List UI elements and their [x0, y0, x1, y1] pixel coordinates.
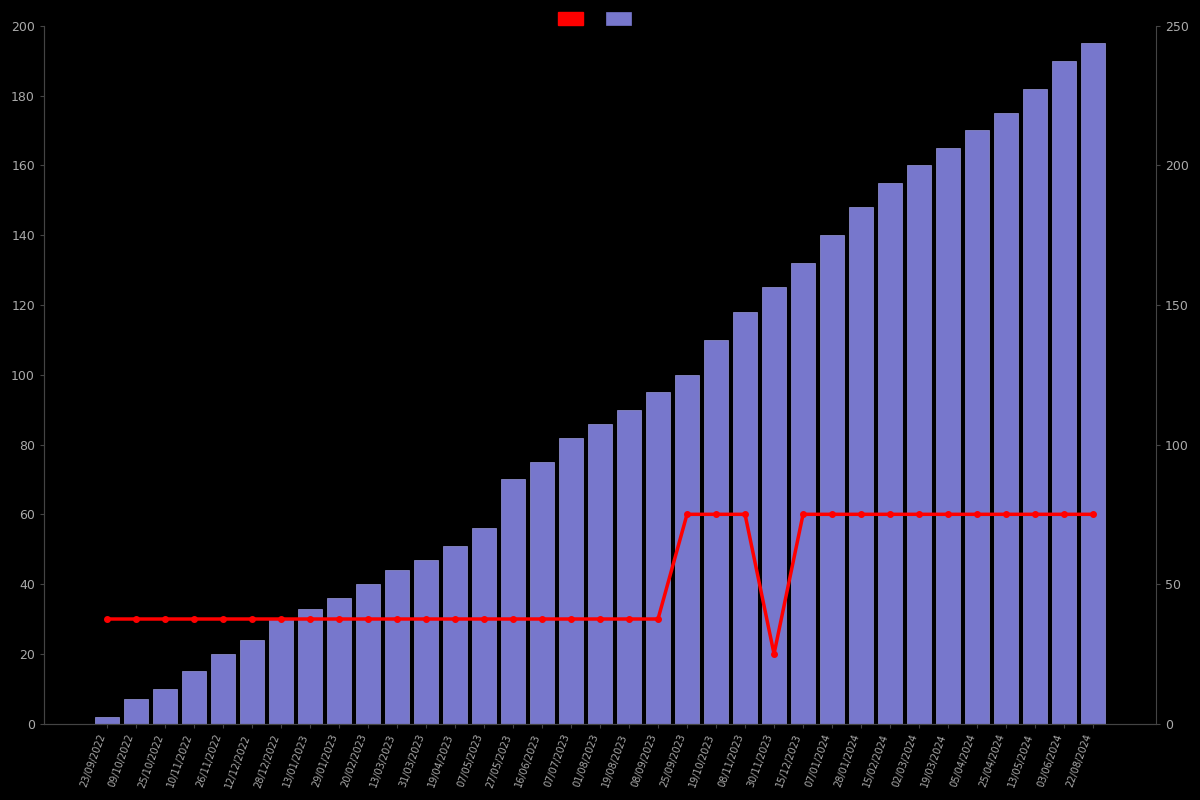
Bar	[385, 570, 409, 724]
Bar	[95, 717, 119, 724]
Bar	[733, 312, 757, 724]
Bar	[500, 479, 526, 724]
Bar	[762, 287, 786, 724]
Bar	[994, 113, 1019, 724]
Bar	[791, 263, 815, 724]
Bar	[240, 640, 264, 724]
Bar	[269, 619, 293, 724]
Bar	[298, 609, 323, 724]
Bar	[414, 560, 438, 724]
Bar	[936, 148, 960, 724]
Bar	[588, 423, 612, 724]
Bar	[617, 410, 641, 724]
Bar	[848, 207, 874, 724]
Bar	[646, 392, 671, 724]
Bar	[674, 374, 700, 724]
Bar	[1051, 61, 1076, 724]
Legend: , : ,	[554, 8, 646, 30]
Bar	[355, 584, 380, 724]
Bar	[181, 671, 206, 724]
Bar	[124, 699, 149, 724]
Bar	[326, 598, 352, 724]
Bar	[472, 528, 497, 724]
Bar	[907, 166, 931, 724]
Bar	[703, 340, 728, 724]
Bar	[443, 546, 467, 724]
Bar	[210, 654, 235, 724]
Bar	[529, 462, 554, 724]
Bar	[559, 438, 583, 724]
Bar	[1022, 89, 1048, 724]
Bar	[965, 130, 990, 724]
Bar	[820, 235, 845, 724]
Bar	[1081, 43, 1105, 724]
Bar	[152, 689, 178, 724]
Bar	[877, 182, 902, 724]
